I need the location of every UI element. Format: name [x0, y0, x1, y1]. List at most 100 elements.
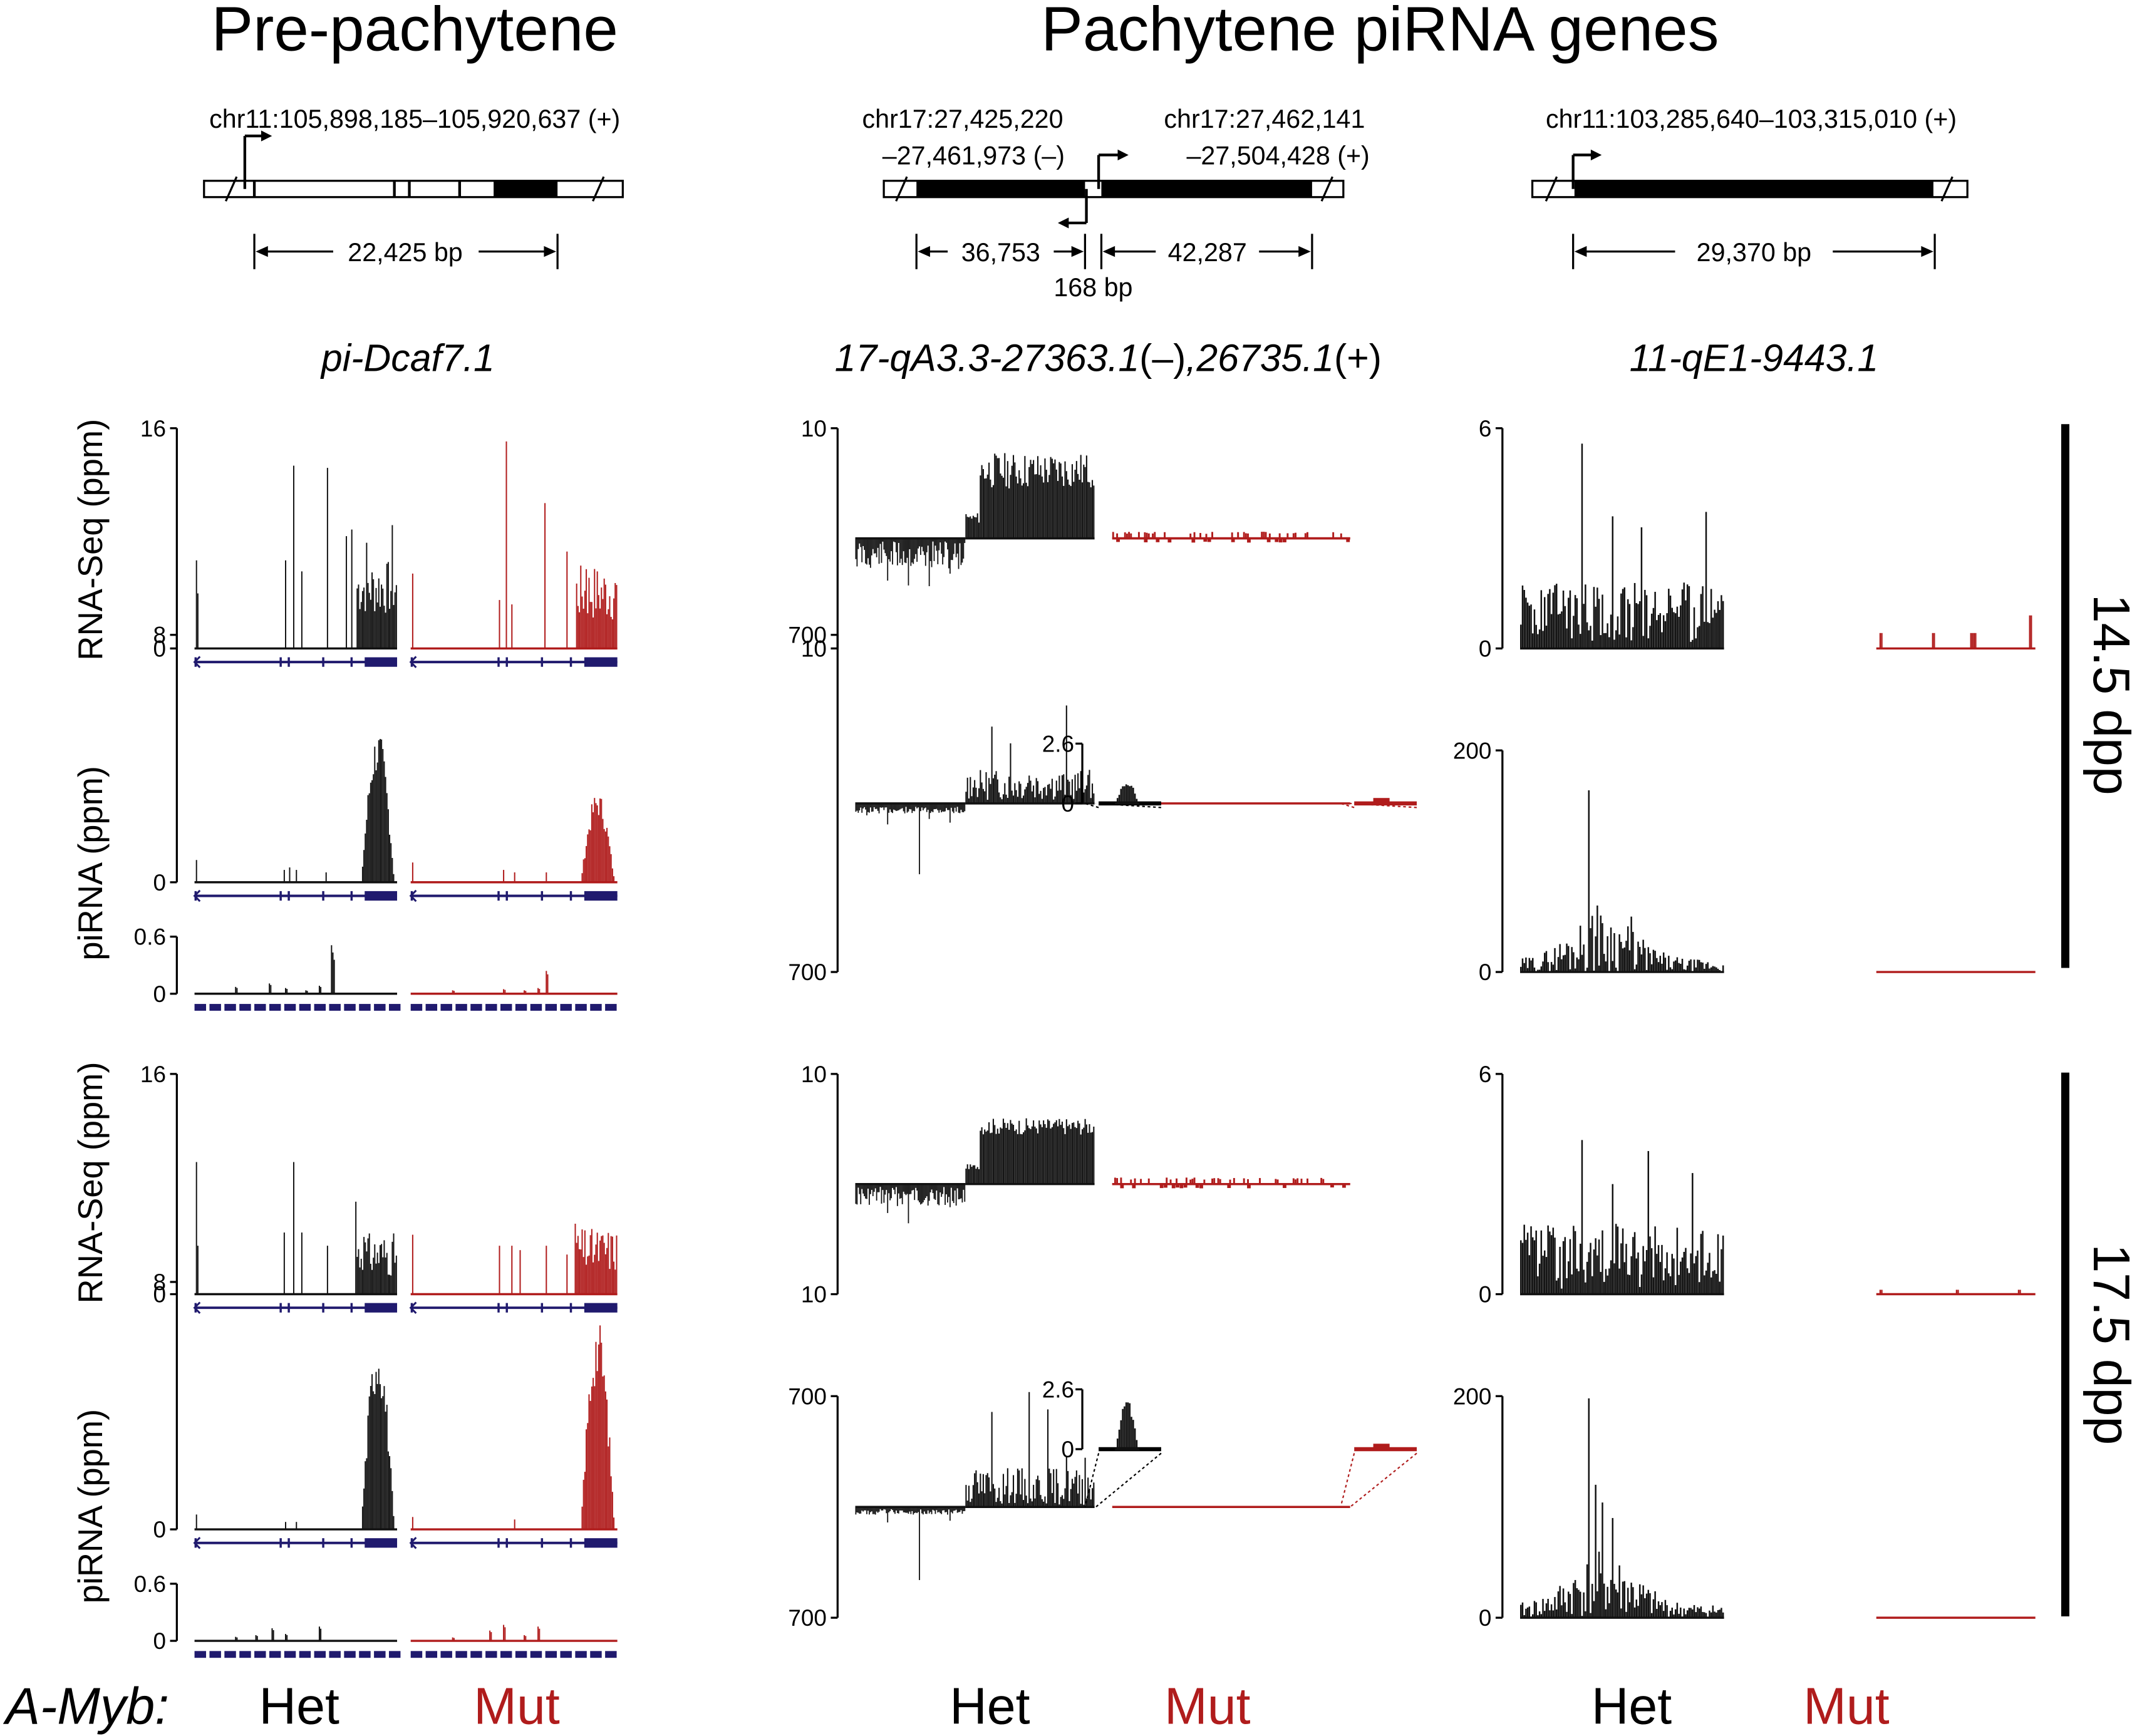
signal-bar	[1035, 1128, 1037, 1184]
signal-bar	[1578, 624, 1580, 649]
signal-bar	[992, 778, 995, 803]
signal-bar	[1700, 594, 1702, 649]
signal-bar	[1638, 1584, 1641, 1618]
signal-bar	[971, 519, 973, 539]
gene-model-exon	[322, 657, 324, 667]
minus-strand-het-track	[855, 1507, 966, 1580]
signal-bar	[1695, 967, 1697, 973]
gene-model-exon	[224, 1004, 236, 1011]
signal-bar	[1041, 476, 1043, 539]
signal-bar	[603, 829, 605, 882]
signal-bar	[1554, 948, 1556, 973]
signal-bar	[1633, 1607, 1636, 1618]
signal-bar	[1559, 1586, 1561, 1618]
signal-bar	[887, 803, 889, 825]
signal-bar	[285, 1634, 287, 1641]
signal-bar	[1520, 1604, 1522, 1618]
signal-bar	[926, 1507, 928, 1514]
signal-bar	[1038, 1120, 1040, 1184]
signal-bar	[1126, 534, 1128, 539]
gene-model-exon	[584, 891, 618, 901]
signal-bar	[576, 1243, 577, 1294]
signal-bar	[1063, 774, 1065, 803]
signal-bar	[926, 803, 928, 812]
signal-bar	[867, 1184, 869, 1189]
signal-bar	[1669, 1611, 1672, 1618]
signal-bar	[1598, 1239, 1600, 1294]
signal-bar	[1623, 587, 1626, 649]
signal-bar	[1657, 1245, 1660, 1294]
signal-bar	[589, 830, 591, 882]
gene-model-exon	[425, 1004, 438, 1011]
signal-bar	[1644, 589, 1646, 649]
signal-bar	[1521, 1602, 1524, 1618]
signal-bar	[954, 1184, 956, 1191]
signal-bar	[1693, 607, 1695, 649]
signal-bar	[1043, 1120, 1045, 1184]
signal-bar	[1047, 482, 1049, 539]
genotype-label: A-Myb:	[3, 1677, 169, 1735]
signal-bar	[1661, 632, 1663, 649]
signal-bar	[1714, 1270, 1715, 1294]
signal-bar	[390, 591, 392, 649]
signal-bar	[1683, 969, 1685, 973]
signal-bar	[1680, 963, 1682, 973]
signal-bar	[1067, 779, 1069, 803]
signal-bar	[1023, 483, 1025, 539]
signal-bar	[1657, 1601, 1660, 1618]
signal-bar	[1089, 770, 1090, 803]
signal-bar	[1085, 785, 1087, 803]
signal-bar	[1014, 462, 1016, 539]
signal-bar	[964, 1184, 966, 1202]
signal-bar	[1685, 600, 1687, 649]
signal-bar	[1632, 932, 1634, 973]
gene2-coord-minus-line1: chr17:27,425,220	[862, 105, 1063, 133]
signal-bar	[1538, 1263, 1541, 1294]
signal-bar	[236, 1637, 238, 1641]
signal-bar	[1618, 1565, 1620, 1618]
signal-bar	[981, 1127, 983, 1184]
signal-bar	[1134, 1178, 1136, 1184]
signal-bar	[1550, 962, 1553, 973]
signal-bar	[1006, 1468, 1008, 1507]
signal-bar	[901, 1184, 903, 1204]
signal-bar	[1705, 1270, 1707, 1294]
signal-bar	[1569, 1239, 1571, 1294]
signal-bar	[1559, 614, 1561, 649]
signal-bar	[1231, 538, 1235, 542]
signal-bar	[1600, 915, 1602, 973]
gene2-size-minus: 36,753	[961, 238, 1040, 267]
signal-bar	[893, 538, 894, 542]
signal-bar	[1617, 1226, 1619, 1294]
signal-bar	[966, 777, 968, 803]
signal-bar	[390, 1275, 392, 1294]
inset-zoom-mut	[1340, 1444, 1417, 1508]
signal-bar	[1704, 1612, 1705, 1618]
signal-bar	[1530, 960, 1532, 973]
gene-model-strand	[193, 1301, 201, 1314]
signal-bar	[990, 1491, 991, 1507]
signal-bar	[601, 1342, 603, 1530]
signal-bar	[519, 1250, 521, 1294]
signal-bar	[1540, 1230, 1543, 1294]
signal-bar	[1237, 532, 1239, 539]
signal-bar	[1544, 1250, 1546, 1294]
signal-bar	[1322, 1179, 1325, 1184]
signal-bar	[1231, 532, 1233, 539]
signal-bar	[1346, 538, 1350, 542]
signal-bar	[366, 820, 368, 882]
signal-bar	[1557, 614, 1560, 649]
signal-bar	[984, 1493, 986, 1507]
signal-bar	[386, 1253, 388, 1294]
signal-bar	[1698, 959, 1700, 973]
signal-bar	[1525, 1608, 1527, 1618]
signal-bar	[1630, 640, 1632, 649]
signal-bar	[1292, 1178, 1295, 1184]
signal-bar	[1654, 592, 1656, 649]
pirna-small-het-track	[235, 1626, 322, 1641]
signal-bar	[235, 1636, 237, 1641]
signal-bar	[859, 1184, 861, 1194]
pirna-mut-track	[411, 798, 615, 882]
signal-bar	[934, 1184, 936, 1200]
signal-bar	[1717, 1234, 1719, 1294]
